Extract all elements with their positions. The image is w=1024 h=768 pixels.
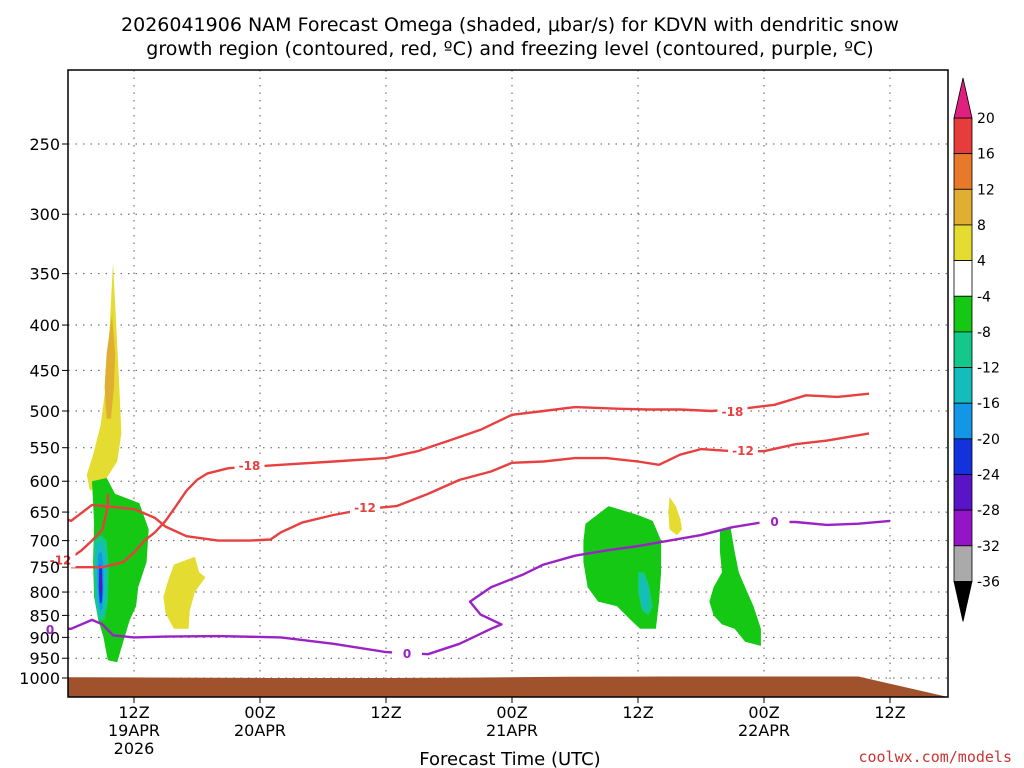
colorbar-label: 20 — [977, 111, 995, 127]
contour-label: 0 — [770, 515, 778, 529]
colorbar-label: 12 — [977, 182, 995, 198]
contour-label-bg — [234, 458, 265, 474]
contour-line — [68, 519, 891, 656]
y-tick-label: 800 — [29, 583, 60, 602]
colorbar-swatch — [953, 438, 973, 475]
contour-label-bg — [759, 514, 790, 530]
colorbar-swatch — [953, 153, 973, 190]
contour-label-bg — [350, 499, 380, 515]
x-tick-label: 12Z — [370, 703, 401, 722]
x-tick-label: 12Z — [622, 703, 653, 722]
colorbar-label: 8 — [977, 218, 986, 234]
y-tick-label: 300 — [29, 205, 60, 224]
x-tick-label: 00Z — [748, 703, 779, 722]
y-axis-ticks: 250 300 350 400 450 500 550 600 650 700 750 800 850 9… — [19, 135, 68, 688]
colorbar-label: -8 — [977, 325, 991, 341]
contour-label: -18 — [722, 405, 744, 419]
y-tick-label: 650 — [29, 503, 60, 522]
omega-region — [163, 556, 206, 629]
colorbar-swatch — [953, 474, 973, 511]
contour-label: -12 — [50, 553, 72, 567]
omega-region — [104, 315, 116, 419]
colorbar-swatch — [953, 224, 973, 261]
contour-label: 0 — [403, 647, 411, 661]
y-tick-label: 750 — [29, 558, 60, 577]
colorbar-label: -16 — [977, 396, 1000, 412]
x-tick-label: 12Z — [118, 703, 149, 722]
x-tick-label: 00Z — [244, 703, 275, 722]
colorbar-swatch — [953, 188, 973, 226]
y-tick-label: 1000 — [19, 669, 60, 688]
omega-region — [709, 526, 761, 646]
colorbar-swatch — [953, 295, 973, 333]
y-tick-label: 850 — [29, 606, 60, 625]
contour-label: -18 — [239, 459, 261, 473]
colorbar-label: -12 — [977, 361, 1000, 377]
colorbar-label: -28 — [977, 503, 1000, 519]
omega-region — [668, 497, 683, 536]
contour-label-bg — [35, 622, 65, 638]
contour-line — [68, 432, 870, 542]
colorbar-swatch — [953, 367, 973, 404]
y-tick-label: 900 — [29, 628, 60, 647]
x-tick-label: 21APR — [486, 721, 538, 740]
contour-label-bg — [392, 646, 422, 662]
contour-label: -12 — [732, 444, 754, 458]
colorbar-swatch — [953, 117, 973, 155]
colorbar-label: -4 — [977, 289, 991, 305]
y-tick-label: 550 — [29, 439, 60, 458]
colorbar-swatch — [953, 402, 973, 440]
colorbar-label: -32 — [977, 539, 1000, 555]
omega-region — [99, 572, 102, 595]
y-tick-label: 450 — [29, 361, 60, 380]
contour-line — [68, 493, 109, 560]
y-tick-label: 600 — [29, 472, 60, 491]
x-tick-label: 2026 — [114, 739, 155, 758]
y-tick-label: 250 — [29, 135, 60, 154]
ground-fill — [68, 676, 948, 697]
colorbar-top-arrow — [953, 77, 973, 119]
colorbar-swatch — [953, 509, 973, 547]
plot-area — [68, 70, 948, 697]
x-tick-label: 19APR — [108, 721, 160, 740]
y-tick-label: 700 — [29, 532, 60, 551]
contour-line — [71, 392, 870, 569]
colorbar-swatch — [953, 260, 973, 297]
colorbar-label: 16 — [977, 147, 995, 163]
colorbar: 20 16 12 8 4 -4 -8 -12 -16 -20 -24 -28 -32 -36 — [953, 77, 1000, 622]
plot-frame — [67, 69, 949, 698]
contour-label: -12 — [354, 501, 376, 515]
colorbar-bottom-arrow — [953, 581, 973, 622]
omega-region — [86, 262, 122, 491]
contour-label-bg — [717, 403, 748, 419]
contour-label-bg — [728, 443, 758, 459]
chart-title-line-2: growth region (contoured, red, ºC) and f… — [146, 38, 873, 60]
x-tick-label: 12Z — [874, 703, 905, 722]
chart-title-line-1: 2026041906 NAM Forecast Omega (shaded, μ… — [121, 14, 899, 36]
y-tick-label: 400 — [29, 316, 60, 335]
x-tick-label: 22APR — [738, 721, 790, 740]
x-axis-label: Forecast Time (UTC) — [419, 749, 600, 768]
credit-text: coolwx.com/models — [858, 748, 1012, 766]
colorbar-label: -24 — [977, 468, 1000, 484]
x-tick-label: 20APR — [234, 721, 286, 740]
omega-region — [640, 577, 649, 611]
ground-surface — [68, 676, 948, 697]
colorbar-label: -20 — [977, 432, 1000, 448]
y-tick-label: 350 — [29, 265, 60, 284]
colorbar-swatch — [953, 331, 973, 368]
omega-shading — [86, 262, 761, 663]
contour-label: 0 — [46, 623, 54, 637]
colorbar-swatch — [953, 545, 973, 582]
temperature-contours — [68, 392, 891, 656]
omega-region — [92, 478, 149, 663]
y-tick-label: 500 — [29, 402, 60, 421]
colorbar-label: -36 — [977, 574, 1000, 590]
colorbar-label: 4 — [977, 254, 986, 270]
x-tick-label: 00Z — [496, 703, 527, 722]
y-tick-label: 950 — [29, 649, 60, 668]
